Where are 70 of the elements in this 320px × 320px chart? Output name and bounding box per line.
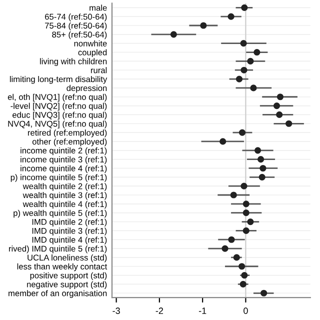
y-tick-label: less than weekly contact	[17, 263, 108, 272]
point	[233, 254, 240, 261]
y-tick-label: living with children	[40, 58, 107, 66]
point	[220, 138, 226, 145]
x-tick-label: 0	[244, 308, 248, 314]
point	[276, 94, 284, 100]
point	[240, 66, 248, 74]
point	[200, 22, 207, 29]
y-tick-label: positive support (std)	[30, 272, 107, 280]
point	[258, 174, 266, 180]
point	[273, 102, 280, 110]
y-tick-label: rived) IMD quintile 5 (ref:1)	[9, 246, 107, 254]
point	[254, 48, 260, 56]
y-tick-label: educ [NVQ3] (ref:no qual)	[12, 112, 107, 120]
point	[228, 236, 235, 243]
point	[260, 164, 266, 172]
y-tick-label: negative support (std)	[27, 281, 107, 289]
point	[241, 272, 248, 279]
point	[242, 210, 250, 216]
y-tick-label: 75-84 (ref:50-64)	[45, 22, 107, 30]
y-tick-label: IMD quintile 3 (ref:1)	[32, 228, 107, 236]
point	[286, 120, 292, 127]
y-tick-label: NVQ4, NVQ5] (ref:no qual)	[8, 120, 107, 128]
point	[236, 76, 243, 82]
x-tick-label: -2	[156, 308, 164, 314]
y-tick-label: 65-74 (ref:50-64)	[45, 14, 107, 22]
point	[260, 290, 268, 296]
y-tick-label: depression	[66, 84, 107, 93]
y-tick-label: income quintile 2 (ref:1)	[20, 147, 107, 156]
point	[222, 245, 228, 252]
point	[238, 129, 246, 136]
y-tick-label: wealth quintile 2 (ref:1)	[22, 183, 107, 191]
y-tick-label: limiting long-term disability	[10, 76, 108, 84]
point	[242, 200, 250, 208]
x-tick-label: -1	[198, 308, 206, 314]
y-tick-label: coupled	[78, 49, 107, 58]
point	[230, 192, 237, 198]
y-tick-label: p) wealth quintile 5 (ref:1)	[14, 210, 107, 218]
y-tick-label: nonwhite	[74, 40, 107, 46]
point	[258, 156, 264, 163]
y-tick-label: member of an organisation	[8, 290, 107, 298]
y-tick-label: p) income quintile 5 (ref:1)	[10, 174, 107, 182]
y-tick-label: UCLA loneliness (std)	[28, 254, 107, 262]
point	[240, 182, 248, 190]
point	[247, 218, 254, 226]
y-tick-label: retired (ref:employed)	[28, 130, 107, 138]
y-tick-label: el, oth [NVQ1] (ref:no qual)	[8, 94, 107, 102]
y-tick-label: male	[90, 4, 107, 11]
y-tick-label: income quintile 3 (ref:1)	[20, 156, 107, 164]
y-tick-label: wealth quintile 3 (ref:1)	[22, 192, 107, 200]
point	[247, 58, 254, 64]
point	[276, 111, 283, 118]
point	[240, 280, 246, 288]
y-tick-label: -level [NVQ2] (ref:no qual)	[10, 102, 107, 111]
point	[240, 40, 247, 47]
point	[170, 31, 177, 38]
point	[254, 147, 262, 154]
x-tick-label: -3	[112, 308, 120, 314]
y-tick-label: IMD quintile 4 (ref:1)	[32, 236, 107, 244]
y-tick-label: wealth quintile 4 (ref:1)	[22, 200, 107, 209]
point	[250, 84, 257, 92]
point	[228, 13, 234, 20]
y-tick-label: other (ref:employed)	[32, 138, 107, 146]
point	[241, 4, 248, 11]
y-tick-label: rural	[91, 67, 107, 74]
point	[238, 263, 246, 270]
point	[242, 227, 250, 234]
y-tick-label: IMD quintile 2 (ref:1)	[32, 218, 107, 227]
y-tick-label: income quintile 4 (ref:1)	[20, 165, 107, 173]
y-tick-label: 85+ (ref:50-64)	[52, 31, 107, 40]
